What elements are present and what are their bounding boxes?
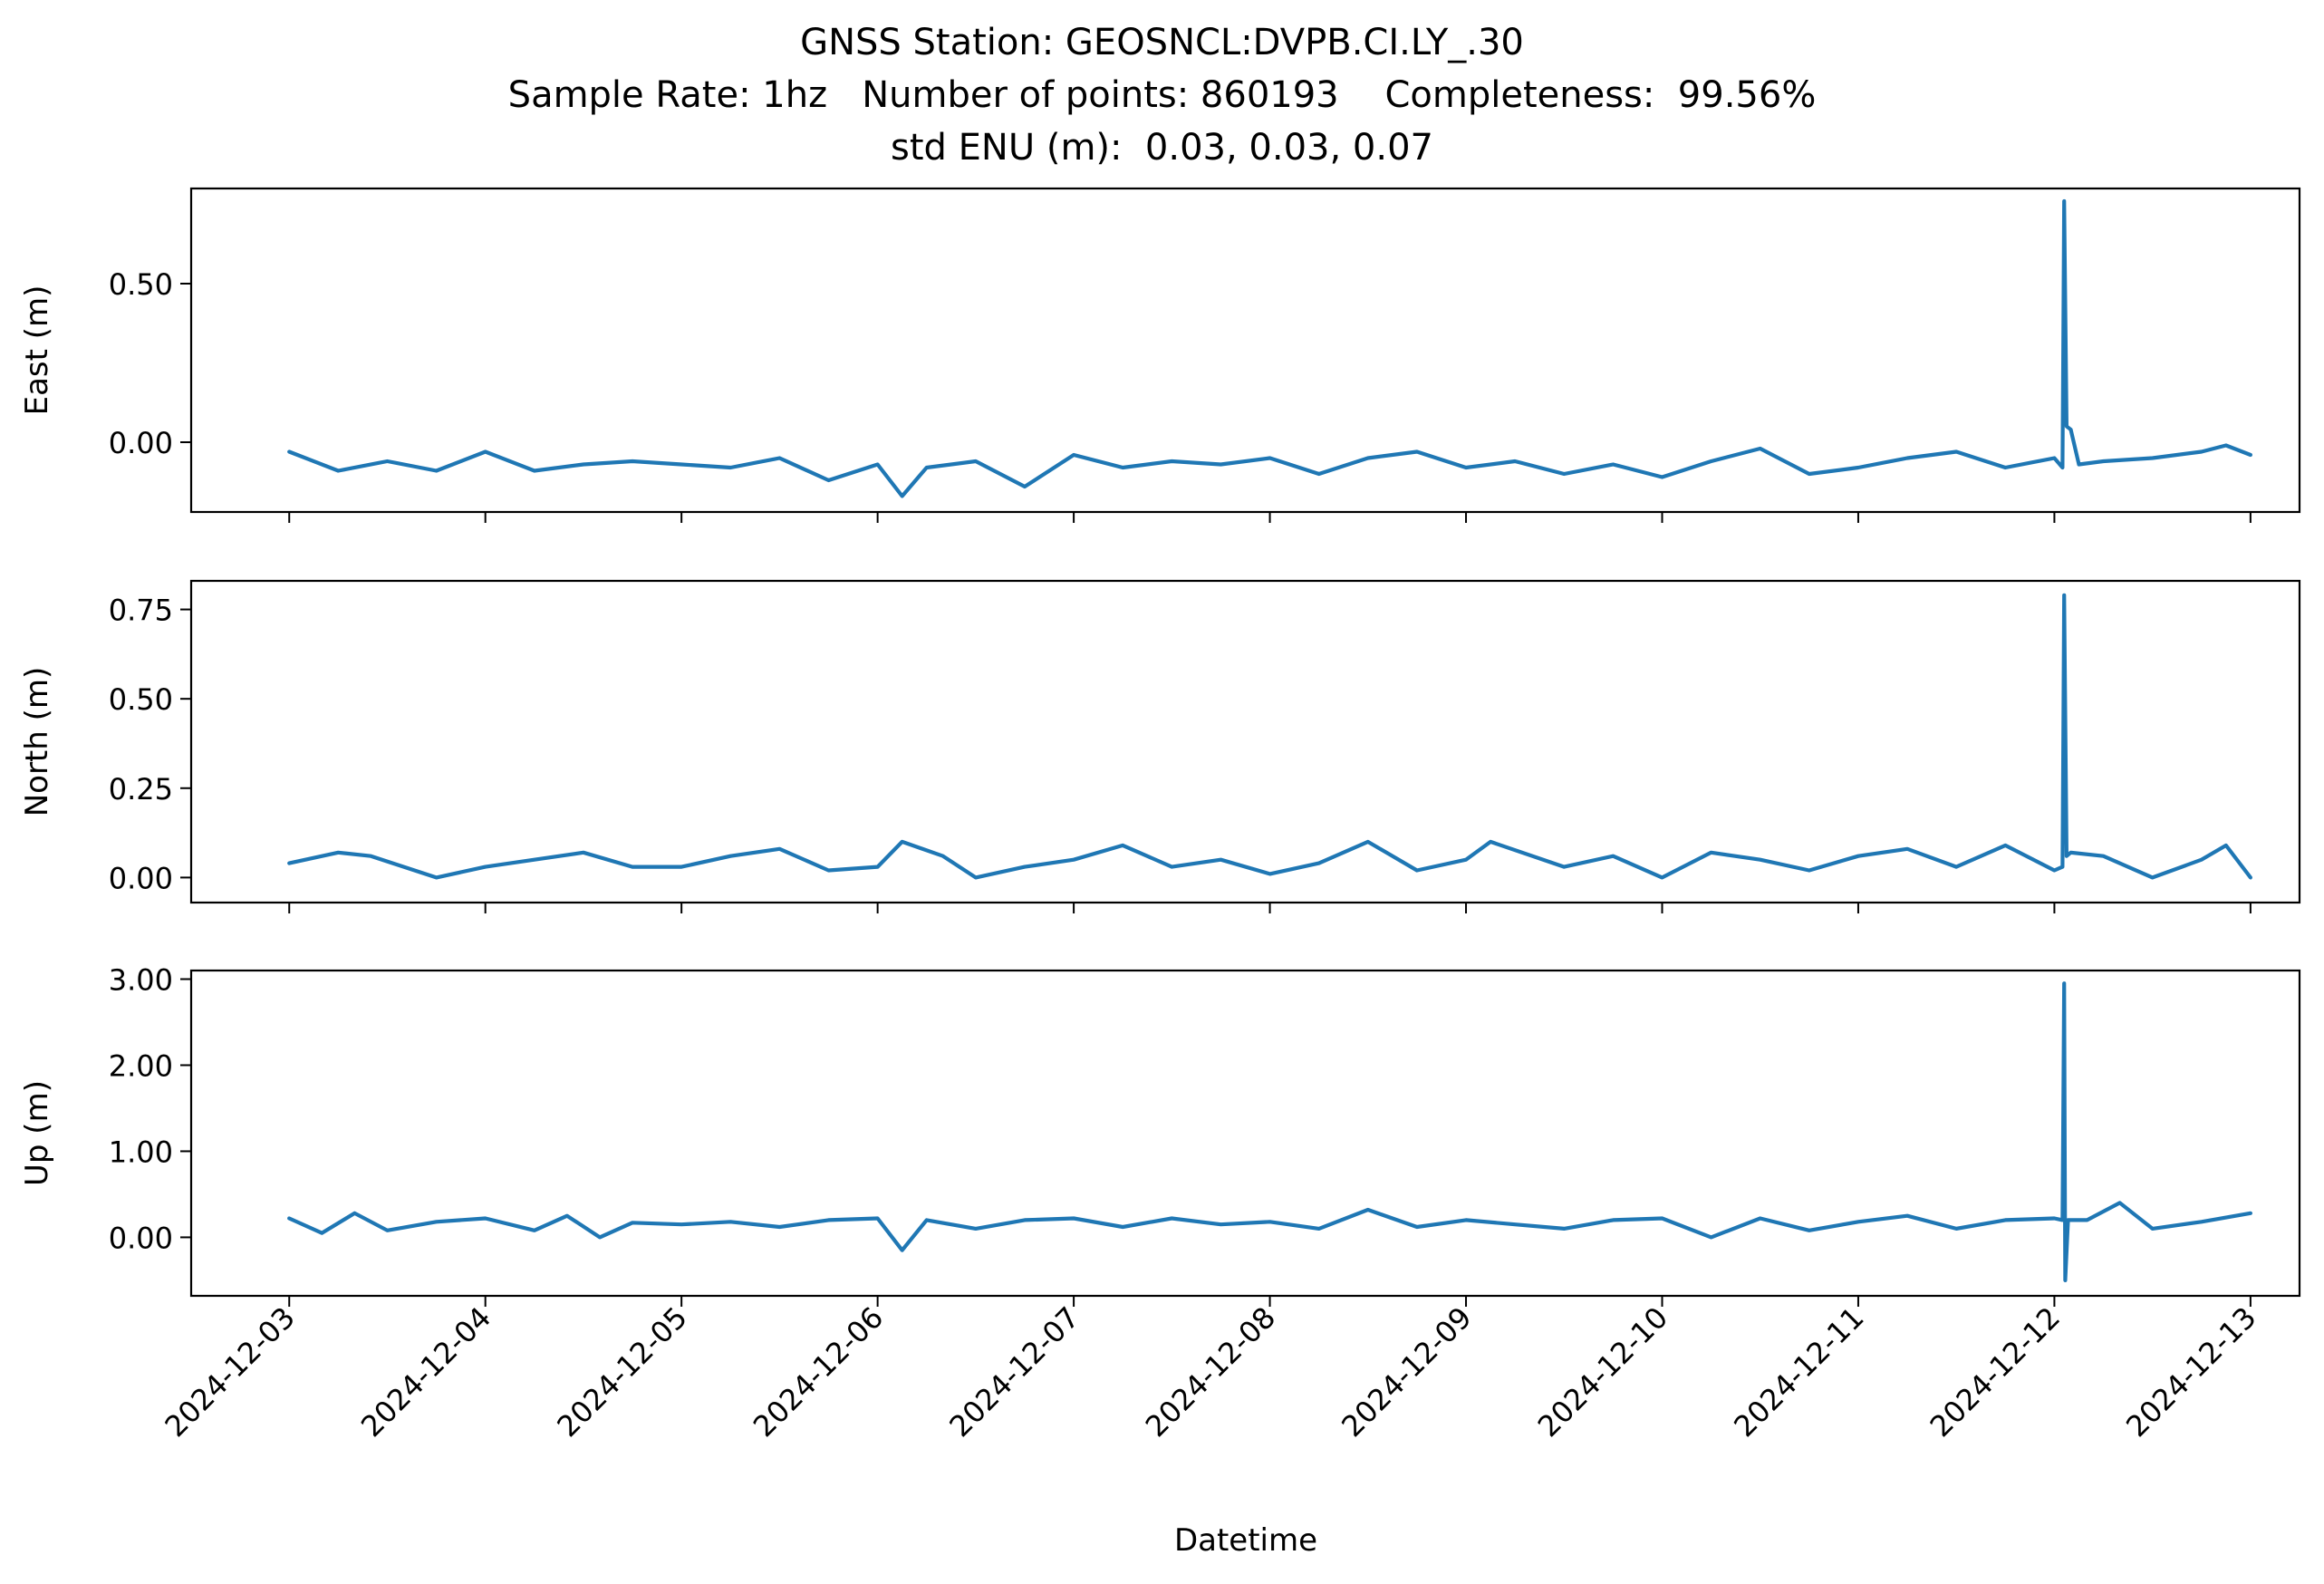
- east-m-panel: 0.00 0.50 East (m): [19, 187, 2301, 523]
- figure-title-line-2: Sample Rate: 1hz Number of points: 86019…: [507, 74, 1817, 116]
- north-m-series-line: [287, 593, 2252, 880]
- up-m-xtick-label: 2024-12-05: [550, 1300, 693, 1444]
- east-m-ytick-label: 0.00: [109, 426, 173, 460]
- up-m-xtick-label: 2024-12-12: [1924, 1300, 2067, 1444]
- north-m-ytick-label: 0.00: [109, 861, 173, 895]
- up-m-series-line: [287, 981, 2252, 1283]
- north-m-y-axis-label: North (m): [19, 667, 55, 817]
- north-m-panel: 0.00 0.25 0.50 0.75 North (m): [19, 579, 2301, 913]
- up-m-ytick-label: 1.00: [109, 1135, 173, 1169]
- up-m-ytick-label: 2.00: [109, 1048, 173, 1083]
- up-m-xtick-label: 2024-12-04: [354, 1300, 497, 1444]
- up-m-ytick-label: 3.00: [109, 962, 173, 997]
- up-m-xtick-label: 2024-12-13: [2119, 1300, 2262, 1444]
- up-m-xtick-label: 2024-12-03: [159, 1300, 302, 1444]
- north-m-ytick-label: 0.75: [109, 594, 173, 628]
- up-m-axes-frame: [189, 969, 2301, 1298]
- east-m-axes-frame: [189, 187, 2301, 514]
- up-m-xtick-label: 2024-12-06: [747, 1300, 890, 1444]
- up-m-xtick-label: 2024-12-11: [1727, 1300, 1870, 1444]
- figure-title-line-3: std ENU (m): 0.03, 0.03, 0.07: [891, 127, 1433, 169]
- north-m-ytick-label: 0.25: [109, 772, 173, 806]
- up-m-ytick-label: 0.00: [109, 1221, 173, 1255]
- up-m-xtick-label: 2024-12-09: [1335, 1300, 1478, 1444]
- x-axis-label: Datetime: [1174, 1522, 1317, 1559]
- north-m-axes-frame: [189, 579, 2301, 904]
- up-m-xtick-label: 2024-12-10: [1531, 1300, 1674, 1444]
- up-m-xtick-label: 2024-12-08: [1139, 1300, 1282, 1444]
- up-m-y-axis-label: Up (m): [19, 1080, 55, 1186]
- figure-title-line-1: GNSS Station: GEOSNCL:DVPB.CI.LY_.30: [800, 22, 1524, 63]
- north-m-ytick-label: 0.50: [109, 682, 173, 717]
- up-m-xtick-label: 2024-12-07: [942, 1300, 1085, 1444]
- up-m-panel: 0.00 1.00 2.00 3.00 Up (m) 2024-12-03 2024-12-…: [19, 962, 2301, 1444]
- east-m-y-axis-label: East (m): [19, 285, 55, 416]
- east-m-series-line: [287, 198, 2252, 498]
- east-m-ytick-label: 0.50: [109, 267, 173, 302]
